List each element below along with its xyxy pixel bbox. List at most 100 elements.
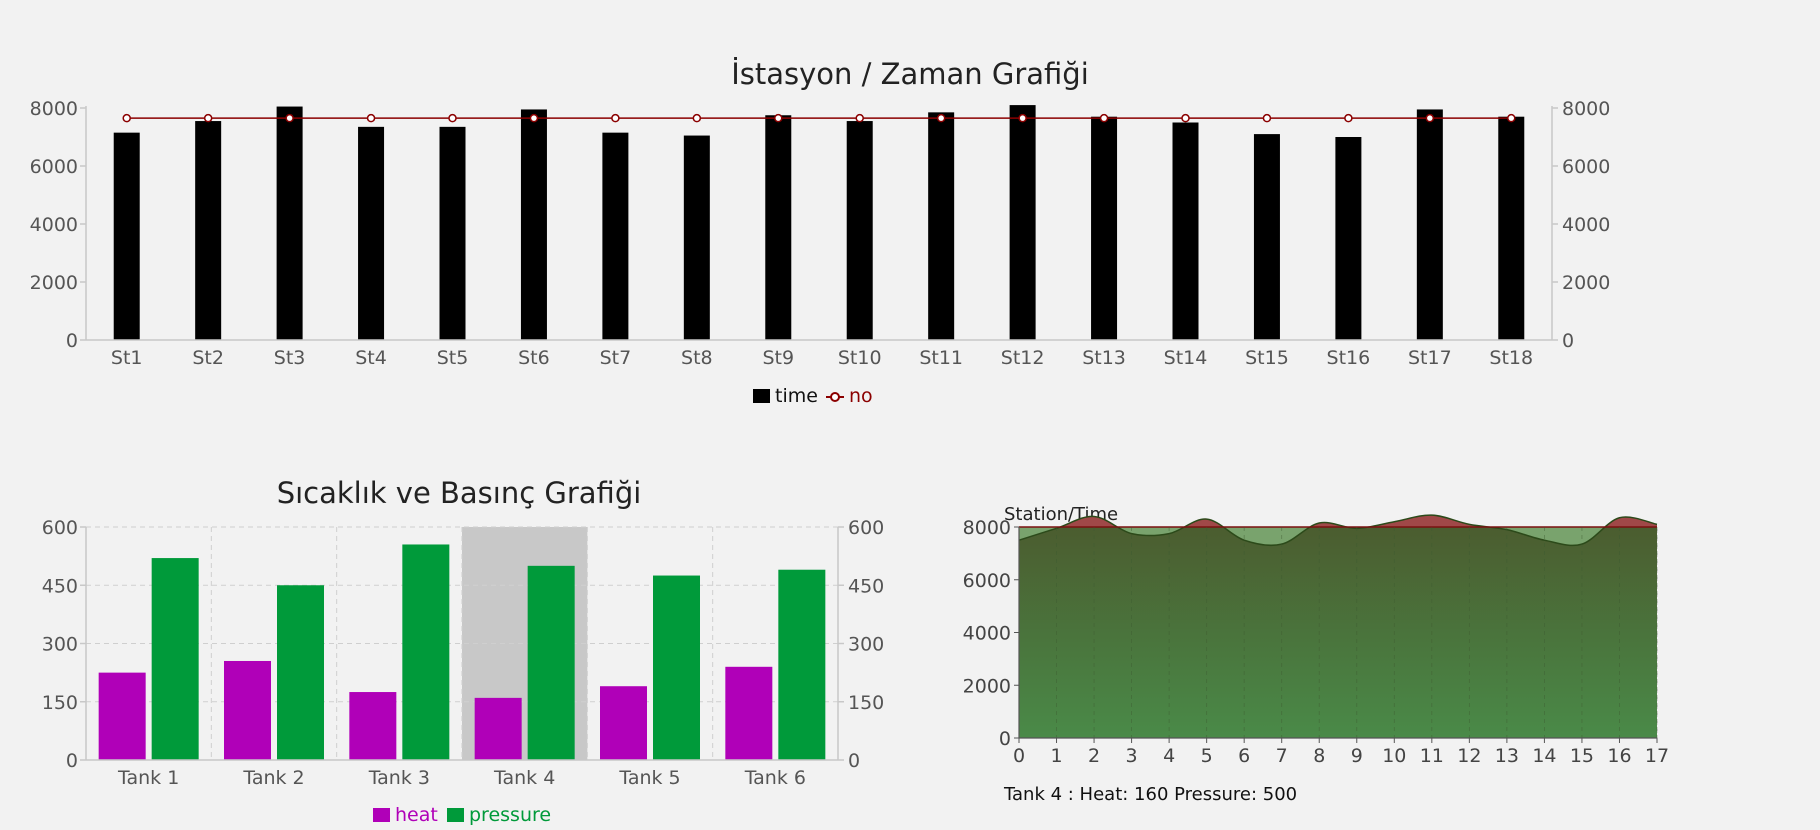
x-tick-label: 6 (1238, 745, 1250, 767)
x-tick-label: 13 (1495, 745, 1519, 767)
area-outline (1018, 514, 1658, 547)
y-tick-label-right: 150 (848, 692, 884, 714)
x-tick-label: 9 (1351, 745, 1363, 767)
no-point (774, 113, 783, 123)
legend-pressure-label: pressure (469, 804, 551, 826)
time-bar (439, 126, 466, 340)
no-point (285, 113, 294, 123)
y-tick-label: 6000 (963, 570, 1011, 592)
x-tick-label: 15 (1570, 745, 1594, 767)
x-tick-label: St6 (518, 347, 550, 369)
x-tick-label: 5 (1201, 745, 1213, 767)
no-point (1262, 113, 1272, 123)
x-tick-label: Tank 5 (618, 767, 680, 789)
x-tick-label: 3 (1126, 745, 1138, 767)
time-bar (928, 112, 955, 340)
station-time-chart: İstasyon / Zaman Grafiği 0 0 2000 2000 4000 4… (30, 57, 1611, 407)
legend-heat-label: heat (395, 804, 438, 826)
no-point (936, 113, 946, 123)
x-tick-label: 11 (1420, 745, 1444, 767)
x-tick-label: St13 (1082, 347, 1126, 369)
x-tick-label: St12 (1001, 347, 1045, 369)
x-tick-label: St14 (1164, 347, 1208, 369)
no-point (1344, 113, 1353, 123)
y-tick-label: 2000 (963, 675, 1011, 697)
x-tick-label: Tank 1 (117, 767, 179, 789)
x-tick-label: St5 (437, 347, 469, 369)
y-tick-label-left: 300 (42, 634, 78, 656)
no-point (855, 113, 864, 123)
x-tick-label: 2 (1088, 745, 1100, 767)
no-point (1425, 113, 1435, 123)
y-tick-label-left: 0 (66, 750, 78, 772)
x-tick-label: 12 (1457, 745, 1481, 767)
time-bar (520, 109, 547, 340)
heat-pressure-legend: heat pressure (373, 804, 551, 826)
heat-bar (224, 660, 271, 760)
y-tick-label-right: 300 (848, 634, 884, 656)
x-tick-label: St4 (355, 347, 387, 369)
x-tick-label: St2 (192, 347, 224, 369)
time-bar (683, 135, 710, 340)
time-bar (1009, 105, 1036, 340)
y-tick-label-left: 4000 (30, 214, 78, 236)
x-tick-label: St8 (681, 347, 713, 369)
x-tick-label: Tank 6 (744, 767, 806, 789)
y-tick-label-left: 2000 (30, 272, 78, 294)
x-tick-label: St15 (1245, 347, 1289, 369)
no-point (1099, 113, 1109, 123)
heat-bar (98, 672, 146, 760)
heat-bar (600, 686, 647, 760)
no-point (366, 113, 376, 123)
time-bar (1498, 116, 1525, 340)
x-tick-label: St16 (1327, 347, 1371, 369)
time-bar (765, 115, 792, 340)
pressure-bar (653, 575, 700, 760)
pressure-bar (527, 565, 575, 760)
y-tick-label-right: 0 (1562, 330, 1574, 352)
x-tick-label: 4 (1163, 745, 1175, 767)
y-tick-label-right: 2000 (1562, 272, 1610, 294)
x-tick-label: 14 (1532, 745, 1556, 767)
area-above-threshold (1060, 515, 1657, 527)
legend-no-label: no (849, 385, 873, 407)
time-bar (1253, 134, 1280, 340)
time-bar (1335, 137, 1362, 340)
y-tick-label-right: 600 (848, 517, 884, 539)
heat-bar (349, 692, 397, 760)
time-bar (1172, 122, 1199, 340)
x-tick-label: St18 (1489, 347, 1533, 369)
x-tick-label: St1 (111, 347, 143, 369)
no-point (203, 113, 213, 123)
no-point (1181, 113, 1190, 123)
y-tick-label-left: 150 (42, 692, 78, 714)
x-tick-label: 7 (1276, 745, 1288, 767)
time-bar (1091, 116, 1118, 340)
x-tick-label: Tank 4 (493, 767, 555, 789)
legend-time-label: time (775, 385, 818, 407)
x-tick-label: Tank 3 (368, 767, 430, 789)
y-tick-label: 8000 (963, 517, 1011, 539)
time-bar (846, 121, 873, 340)
heat-bar (725, 666, 773, 760)
pressure-bar (277, 585, 324, 760)
legend-pressure-swatch (447, 808, 464, 822)
station-time-chart-title: İstasyon / Zaman Grafiği (731, 57, 1089, 91)
y-tick-label-right: 8000 (1562, 98, 1610, 120)
station-time-legend: time no (753, 385, 873, 407)
time-bar (358, 126, 385, 340)
status-text: Tank 4 : Heat: 160 Pressure: 500 (1003, 784, 1297, 805)
y-tick-label-left: 450 (42, 575, 78, 597)
y-tick-label-right: 4000 (1562, 214, 1610, 236)
no-point (692, 113, 702, 123)
x-tick-label: Tank 2 (242, 767, 304, 789)
x-tick-label: St17 (1408, 347, 1452, 369)
legend-time-swatch (753, 389, 770, 403)
y-tick-label-left: 6000 (30, 156, 78, 178)
x-tick-label: St11 (919, 347, 963, 369)
x-tick-label: 8 (1313, 745, 1325, 767)
no-point (611, 113, 620, 123)
pressure-bar (402, 544, 450, 760)
